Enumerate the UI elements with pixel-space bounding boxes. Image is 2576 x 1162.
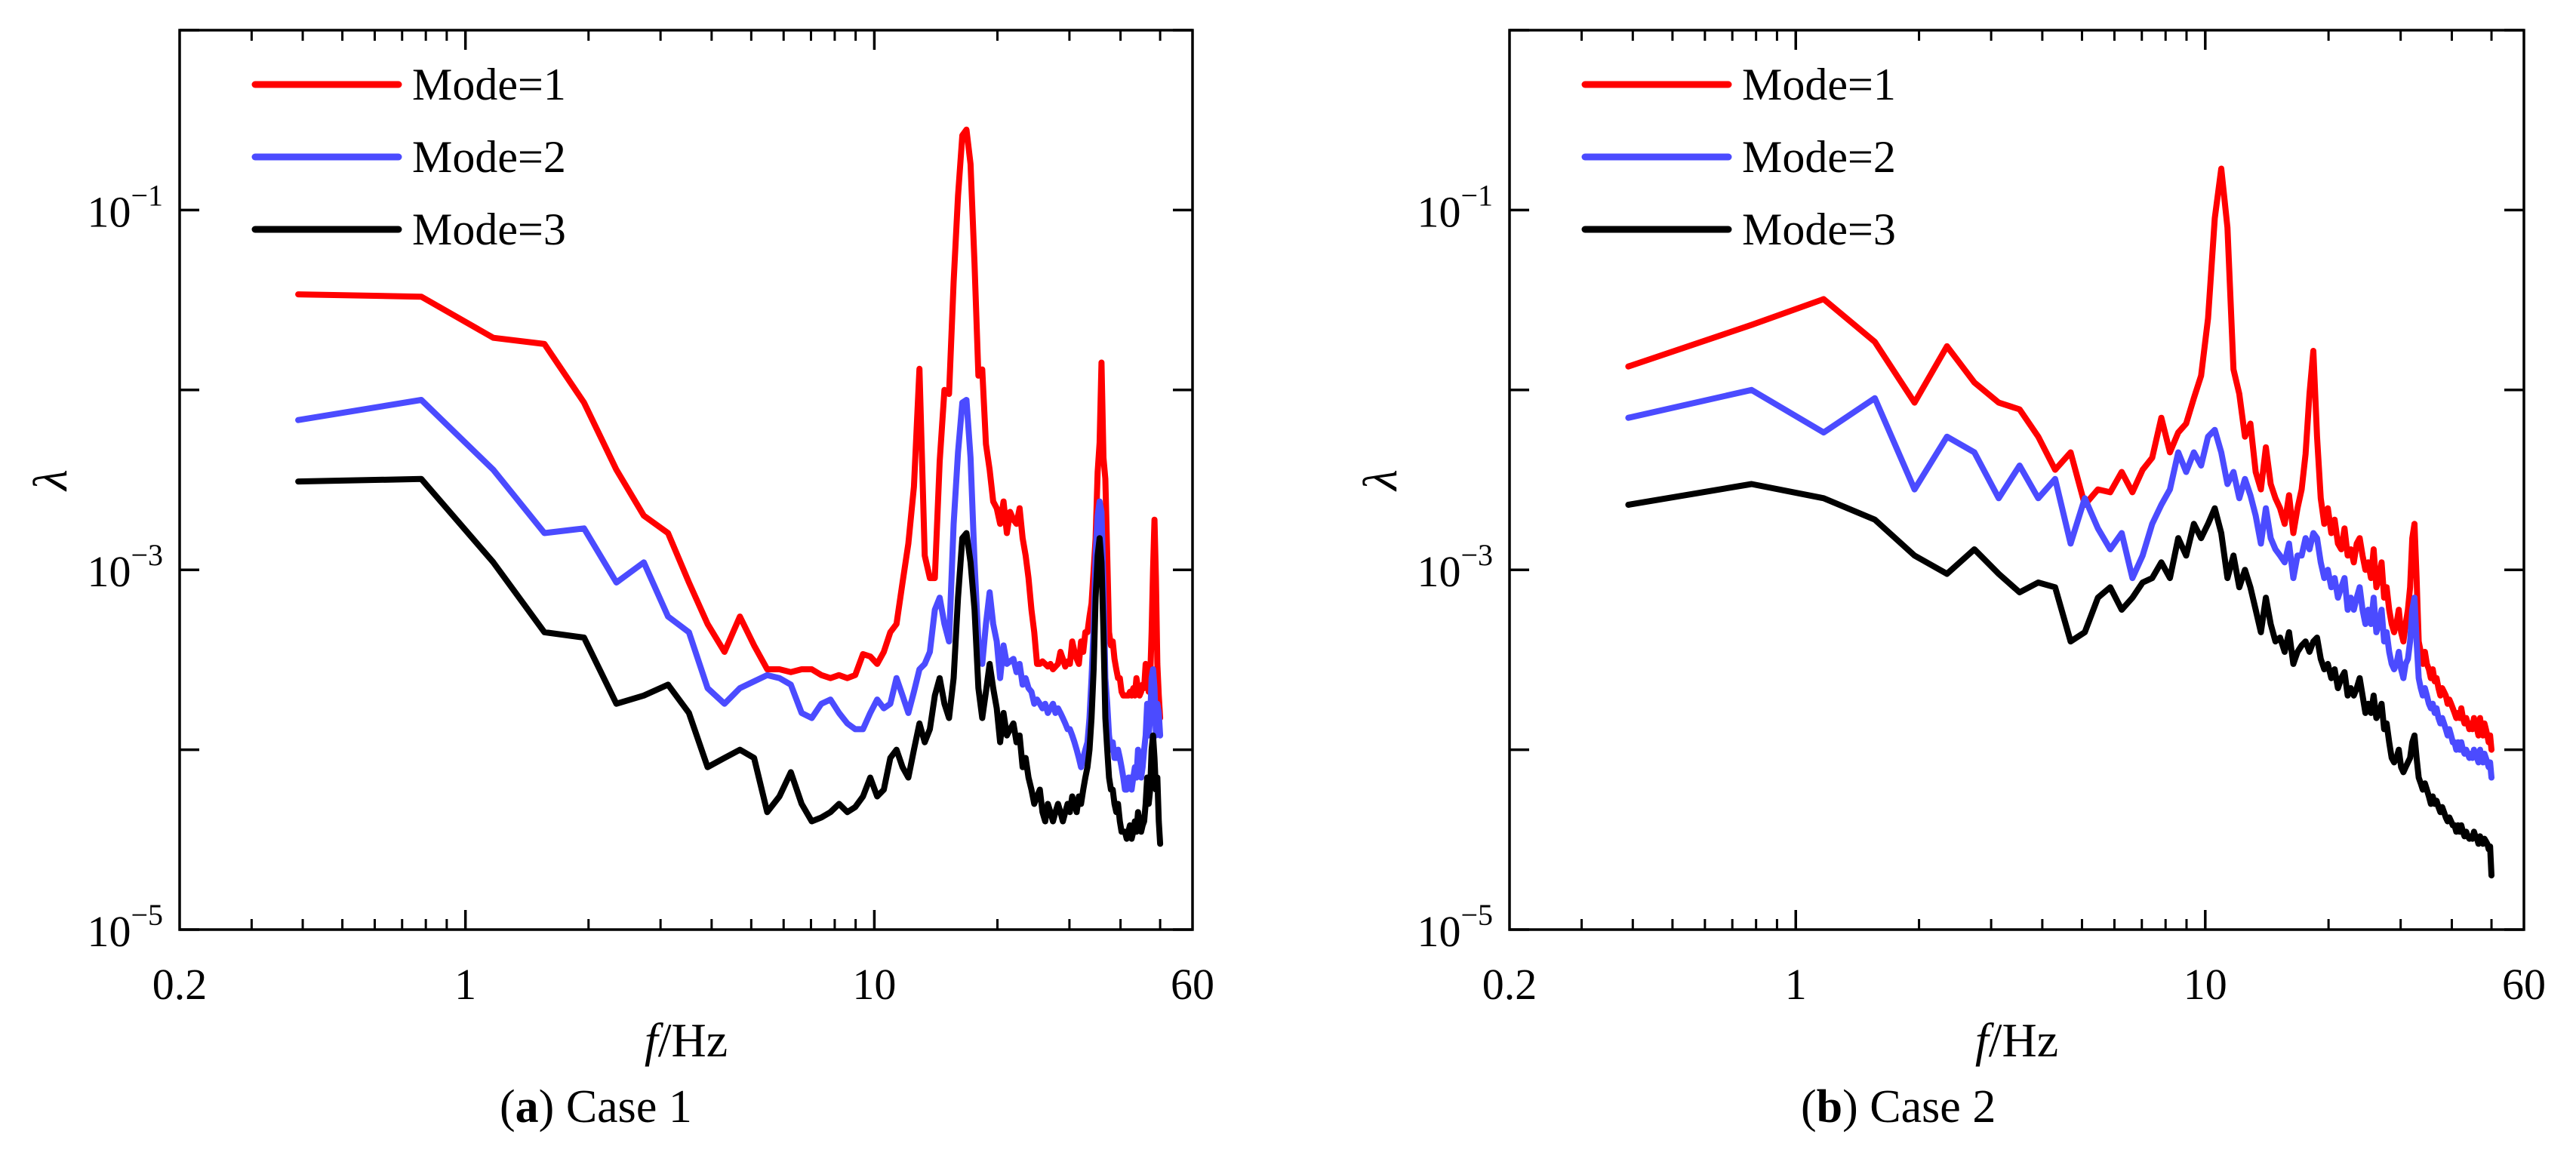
series-line-3 <box>1625 481 2494 879</box>
legend-label-1: Mode=1 <box>412 60 566 109</box>
panel-a: 10−5 10−3 10−1 0.2 1 10 60 f/Hz λ Mode=1 Mode=2 Mod… <box>23 29 1214 1067</box>
x-tick-label: 1 <box>1785 960 1807 1009</box>
caption-b-text: Case 2 <box>1870 1081 1996 1133</box>
y-tick-label: 10−5 <box>1417 898 1493 956</box>
legend-label-3: Mode=3 <box>1742 204 1896 254</box>
y-axis-label: λ <box>1353 469 1407 492</box>
plot-frame <box>1508 29 2525 931</box>
caption-b: (b) Case 2 <box>1801 1081 1996 1133</box>
x-tick-label: 60 <box>2502 960 2546 1009</box>
legend-label-3: Mode=3 <box>412 204 566 254</box>
plot-frame <box>178 29 1194 931</box>
caption-b-letter: b <box>1816 1081 1843 1133</box>
y-axis-label: λ <box>23 469 77 492</box>
x-tick-label: 10 <box>852 960 896 1009</box>
x-tick-label: 1 <box>454 960 476 1009</box>
y-tick-label: 10−3 <box>1417 538 1493 596</box>
x-tick-label: 0.2 <box>152 960 208 1009</box>
series-line-1 <box>295 126 1164 721</box>
x-tick-label: 0.2 <box>1482 960 1537 1009</box>
y-tick-label: 10−1 <box>1417 178 1493 236</box>
y-tick-label: 10−5 <box>87 898 163 956</box>
x-tick-label: 60 <box>1171 960 1214 1009</box>
y-tick-label: 10−1 <box>87 178 163 236</box>
series-line-3 <box>295 475 1164 847</box>
caption-a: (a) Case 1 <box>500 1081 692 1133</box>
y-tick-label: 10−3 <box>87 538 163 596</box>
x-axis-label: f/Hz <box>645 1013 728 1067</box>
caption-a-text: Case 1 <box>565 1081 692 1133</box>
legend-label-2: Mode=2 <box>1742 132 1896 182</box>
x-tick-label: 10 <box>2184 960 2227 1009</box>
caption-a-letter: a <box>515 1081 539 1133</box>
legend-label-1: Mode=1 <box>1742 60 1896 109</box>
x-axis-label: f/Hz <box>1975 1013 2058 1067</box>
legend-label-2: Mode=2 <box>412 132 566 182</box>
series-line-2 <box>1625 386 2494 781</box>
series-line-2 <box>295 397 1164 793</box>
series-line-1 <box>1625 165 2494 753</box>
panel-b: 10−5 10−3 10−1 0.2 1 10 60 f/Hz λ Mode=1 Mode=2 Mod… <box>1353 29 2546 1067</box>
